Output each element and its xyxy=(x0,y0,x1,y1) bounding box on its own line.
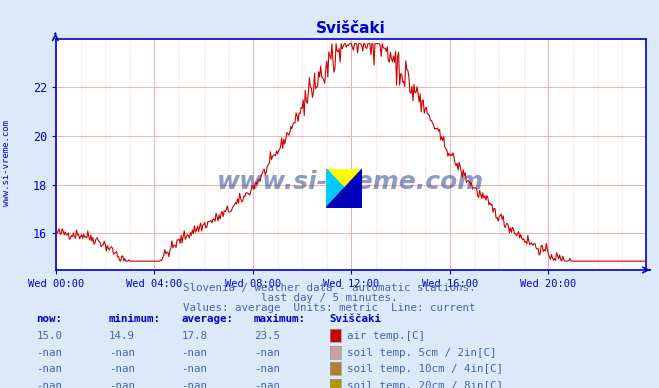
Text: Sviščaki: Sviščaki xyxy=(330,314,382,324)
Text: -nan: -nan xyxy=(181,348,207,358)
Text: Values: average  Units: metric  Line: current: Values: average Units: metric Line: curr… xyxy=(183,303,476,313)
Text: air temp.[C]: air temp.[C] xyxy=(347,331,424,341)
Text: maximum:: maximum: xyxy=(254,314,306,324)
Polygon shape xyxy=(326,169,362,208)
Text: -nan: -nan xyxy=(254,348,279,358)
Polygon shape xyxy=(326,169,362,208)
Text: 14.9: 14.9 xyxy=(109,331,134,341)
Text: www.si-vreme.com: www.si-vreme.com xyxy=(2,120,11,206)
Text: 23.5: 23.5 xyxy=(254,331,279,341)
Text: -nan: -nan xyxy=(254,381,279,388)
Polygon shape xyxy=(326,169,344,208)
Text: soil temp. 20cm / 8in[C]: soil temp. 20cm / 8in[C] xyxy=(347,381,503,388)
Text: Slovenia / weather data - automatic stations.: Slovenia / weather data - automatic stat… xyxy=(183,283,476,293)
Text: 17.8: 17.8 xyxy=(181,331,207,341)
Polygon shape xyxy=(326,188,362,208)
Polygon shape xyxy=(326,169,362,188)
Text: 15.0: 15.0 xyxy=(36,331,62,341)
Text: -nan: -nan xyxy=(181,364,207,374)
Text: www.si-vreme.com: www.si-vreme.com xyxy=(217,170,484,194)
Text: -nan: -nan xyxy=(109,348,134,358)
Text: -nan: -nan xyxy=(109,381,134,388)
Text: last day / 5 minutes.: last day / 5 minutes. xyxy=(261,293,398,303)
Text: -nan: -nan xyxy=(36,348,62,358)
Text: minimum:: minimum: xyxy=(109,314,161,324)
Text: now:: now: xyxy=(36,314,62,324)
Text: -nan: -nan xyxy=(36,381,62,388)
Text: -nan: -nan xyxy=(254,364,279,374)
Text: -nan: -nan xyxy=(109,364,134,374)
Text: -nan: -nan xyxy=(181,381,207,388)
Text: soil temp. 10cm / 4in[C]: soil temp. 10cm / 4in[C] xyxy=(347,364,503,374)
Text: soil temp. 5cm / 2in[C]: soil temp. 5cm / 2in[C] xyxy=(347,348,496,358)
Title: Sviščaki: Sviščaki xyxy=(316,21,386,36)
Text: -nan: -nan xyxy=(36,364,62,374)
Text: average:: average: xyxy=(181,314,233,324)
Polygon shape xyxy=(344,169,362,208)
